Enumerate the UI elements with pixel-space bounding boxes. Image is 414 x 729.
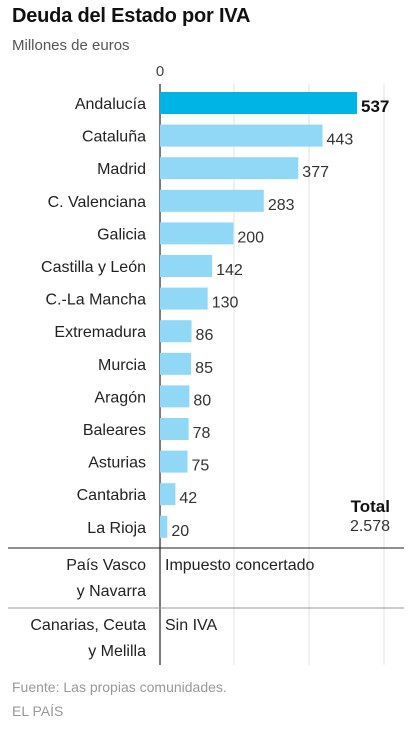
bar-7 xyxy=(160,320,192,343)
value-label-13: 20 xyxy=(171,523,189,540)
bar-5 xyxy=(160,255,213,277)
source-note: Fuente: Las propias comunidades. xyxy=(12,679,227,695)
value-label-9: 80 xyxy=(193,392,211,409)
value-label-6: 130 xyxy=(212,295,239,312)
category-label-10: Baleares xyxy=(83,422,146,439)
bar-chart: 0 Andalucía 537 Cataluña 443 Madrid 377 C. Vale… xyxy=(8,63,404,665)
bar-10 xyxy=(160,418,189,440)
note-region-label-1-1: y Melilla xyxy=(88,643,146,660)
category-label-3: C. Valenciana xyxy=(48,194,147,211)
value-label-4: 200 xyxy=(237,229,264,246)
bar-0 xyxy=(160,92,357,114)
value-label-10: 78 xyxy=(193,425,211,442)
value-label-7: 86 xyxy=(196,327,214,344)
note-region-label-0-0: País Vasco xyxy=(66,557,146,574)
bar-2 xyxy=(160,157,299,180)
category-label-4: Galicia xyxy=(97,226,146,243)
category-label-8: Murcia xyxy=(98,357,146,374)
chart-title: Deuda del Estado por IVA xyxy=(12,5,251,27)
bar-12 xyxy=(160,483,176,506)
category-label-7: Extremadura xyxy=(54,324,146,341)
bar-3 xyxy=(160,189,264,212)
brand-label: EL PAÍS xyxy=(12,703,64,719)
value-label-12: 42 xyxy=(179,490,197,507)
value-label-0: 537 xyxy=(361,97,389,116)
category-label-5: Castilla y León xyxy=(41,259,146,276)
bar-8 xyxy=(160,352,192,375)
value-label-2: 377 xyxy=(302,164,329,181)
total-value: 2.578 xyxy=(350,518,390,535)
category-label-1: Cataluña xyxy=(82,129,146,146)
value-label-3: 283 xyxy=(268,197,295,214)
category-label-9: Aragón xyxy=(94,389,146,406)
category-label-2: Madrid xyxy=(97,161,146,178)
bar-6 xyxy=(160,287,208,310)
category-label-12: Cantabria xyxy=(77,487,146,504)
note-text-1: Sin IVA xyxy=(165,617,218,634)
value-label-1: 443 xyxy=(327,132,354,149)
bar-9 xyxy=(160,385,190,408)
bar-13 xyxy=(160,515,168,538)
category-label-6: C.-La Mancha xyxy=(46,292,147,309)
note-region-label-1-0: Canarias, Ceuta xyxy=(30,617,146,634)
category-label-11: Asturias xyxy=(88,455,146,472)
value-label-11: 75 xyxy=(192,458,210,475)
bar-4 xyxy=(160,222,234,245)
value-label-8: 85 xyxy=(195,360,213,377)
bar-11 xyxy=(160,450,188,473)
category-label-13: La Rioja xyxy=(87,520,146,537)
category-label-0: Andalucía xyxy=(75,96,146,113)
bar-1 xyxy=(160,124,323,147)
note-text-0: Impuesto concertado xyxy=(165,557,315,574)
chart-subtitle: Millones de euros xyxy=(12,37,130,54)
total-label: Total xyxy=(351,497,390,516)
x-tick-label-0: 0 xyxy=(156,63,164,80)
value-label-5: 142 xyxy=(216,262,243,279)
note-region-label-0-1: y Navarra xyxy=(77,583,146,600)
